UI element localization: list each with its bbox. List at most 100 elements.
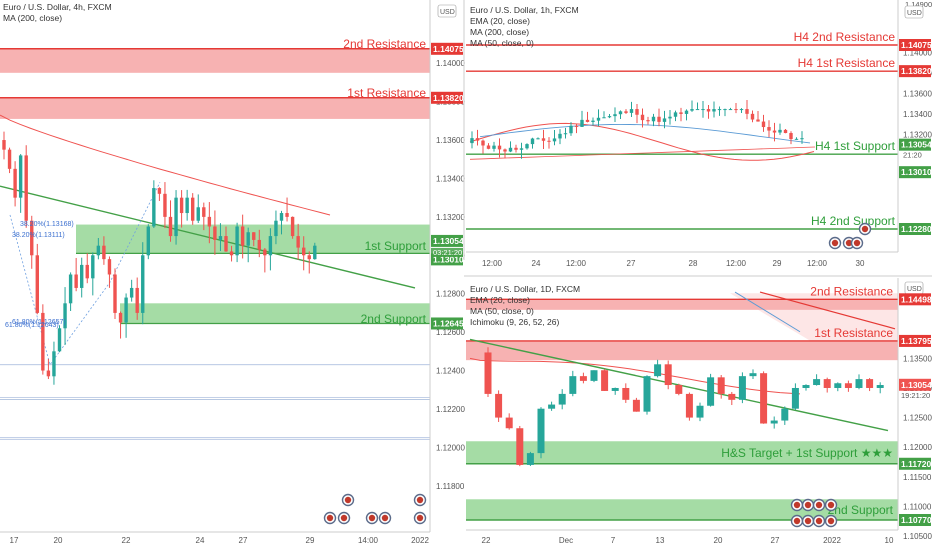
4h-x-tick: 27 [239, 536, 248, 545]
1h-candle [684, 110, 689, 114]
1h-candle [717, 109, 722, 111]
4h-candle [191, 197, 195, 221]
4h-usd-badge [437, 4, 457, 18]
1h-candle [602, 117, 606, 119]
4h-x-tick: 2022 [411, 536, 429, 545]
4h-candle [235, 226, 239, 256]
1d-x-tick: 7 [611, 536, 616, 545]
4h-candle [146, 226, 150, 256]
1h-candle [750, 113, 755, 120]
1d-event-icon-inner [804, 501, 812, 509]
1h-candle [613, 114, 617, 117]
1h-candle [536, 138, 540, 140]
1d-y-tick: 1.12500 [903, 414, 932, 423]
1h-candle [695, 109, 700, 111]
1d-candle [579, 376, 587, 381]
4h-candle [129, 287, 134, 298]
1d-zone-price-tag: 1.11720 [901, 459, 932, 469]
1h-candle [497, 145, 502, 150]
4h-candle [96, 245, 101, 256]
1d-zone-price-tag-bg [899, 514, 931, 526]
4h-zone-price-tag: 1.13820 [433, 93, 464, 103]
4h-candle [302, 247, 306, 256]
4h-fib-label: 38.20%(1.13168) [20, 221, 74, 228]
1d-zone-label: 2nd Support [828, 503, 894, 517]
1h-candle [470, 138, 474, 144]
4h-header-title: Euro / U.S. Dollar, 4h, FXCM [3, 2, 112, 12]
4h-usd-badge-text: USD [440, 9, 455, 16]
4h-candle [30, 220, 34, 256]
1h-candle [745, 109, 749, 114]
1d-zone-price-tag-bg [899, 293, 931, 306]
1h-candle [486, 145, 491, 149]
1h-candle [629, 109, 634, 113]
ma-200-line [0, 114, 331, 216]
4h-zone-label: 2nd Support [361, 312, 427, 326]
1d-x-tick: Dec [559, 536, 573, 545]
1d-countdown: 19:21:20 [901, 391, 930, 400]
4h-fib-label: 61.80%(1.12643) [5, 322, 59, 329]
1h-candle [519, 148, 524, 150]
1d-candle [781, 408, 789, 421]
green-trendline [0, 185, 416, 289]
1h-candle [558, 133, 562, 139]
panel-4h-chart[interactable]: 1.140001.138001.136001.134001.132001.130… [0, 0, 465, 545]
1d-ma50-line [734, 291, 801, 333]
4h-candle [135, 287, 139, 313]
1d-candle [728, 393, 736, 400]
4h-candle [91, 255, 95, 279]
4h-candle [285, 213, 289, 217]
4h-y-tick: 1.13400 [436, 174, 465, 183]
4h-y-tick: 1.13600 [436, 136, 465, 145]
4h-candle [57, 328, 62, 352]
1h-y-tick: 1.14000 [903, 49, 932, 58]
1d-candle [601, 370, 609, 391]
1h-candle [475, 138, 480, 141]
1d-header-line: Ichimoku (9, 26, 52, 26) [470, 317, 559, 327]
4h-x-tick: 24 [196, 536, 205, 545]
1h-zone-label: H4 1st Resistance [798, 56, 896, 70]
1d-zone-hs-target [466, 441, 898, 464]
1d-zone-price-tag-bg [899, 457, 931, 470]
1h-header-line: EMA (20, close) [470, 16, 530, 26]
1h-candle [728, 109, 733, 111]
1d-ichimoku-red-line [759, 291, 896, 330]
1h-zone-price-tag-bg [899, 223, 931, 235]
1h-zone-price-tag-bg [899, 65, 931, 78]
1h-candle [772, 130, 777, 133]
4h-y-tick: 1.12800 [436, 290, 465, 299]
panel-1h-chart[interactable]: 1.140001.138001.136001.134001.132001.149… [463, 0, 932, 268]
1h-current-price-tag: 1.13054 [901, 140, 932, 150]
1d-candle [622, 387, 630, 400]
1h-event-icon-inner [831, 239, 839, 247]
1d-candle [505, 417, 513, 429]
1d-zone-price-tag: 1.13795 [901, 336, 932, 346]
1h-x-tick: 12:00 [726, 259, 747, 268]
4h-fib-label: 38.20%(1.13111) [12, 232, 65, 239]
1d-candle [834, 383, 842, 388]
1h-candle [569, 125, 573, 134]
4h-event-icon-inner [326, 514, 334, 522]
1d-x-tick: 22 [482, 536, 491, 545]
4h-candle [296, 236, 300, 248]
4h-event-icon-inner [340, 514, 348, 522]
1h-candle [761, 121, 766, 128]
1d-zone-label: 2nd Resistance [810, 284, 893, 298]
4h-candle [240, 226, 245, 246]
4h-candle [274, 220, 278, 237]
1h-candle [789, 133, 793, 140]
1d-x-tick: 13 [656, 536, 665, 545]
panel-1d-chart[interactable]: 1.135001.130001.125001.120001.115001.110… [464, 275, 932, 545]
1d-candle [664, 364, 672, 386]
1d-event-icon-inner [827, 501, 835, 509]
1d-candle [675, 385, 683, 394]
1h-candle [503, 149, 507, 152]
4h-fib-label: 61.80%(1.12657) [12, 319, 66, 326]
1d-candle [569, 376, 577, 394]
1h-event-icon-inner [861, 225, 869, 233]
1d-candle [802, 385, 810, 388]
1d-header-line: EMA (20, close) [470, 295, 530, 305]
4h-event-icon-inner [368, 514, 376, 522]
4h-current-price-tag: 1.13054 [433, 236, 464, 246]
